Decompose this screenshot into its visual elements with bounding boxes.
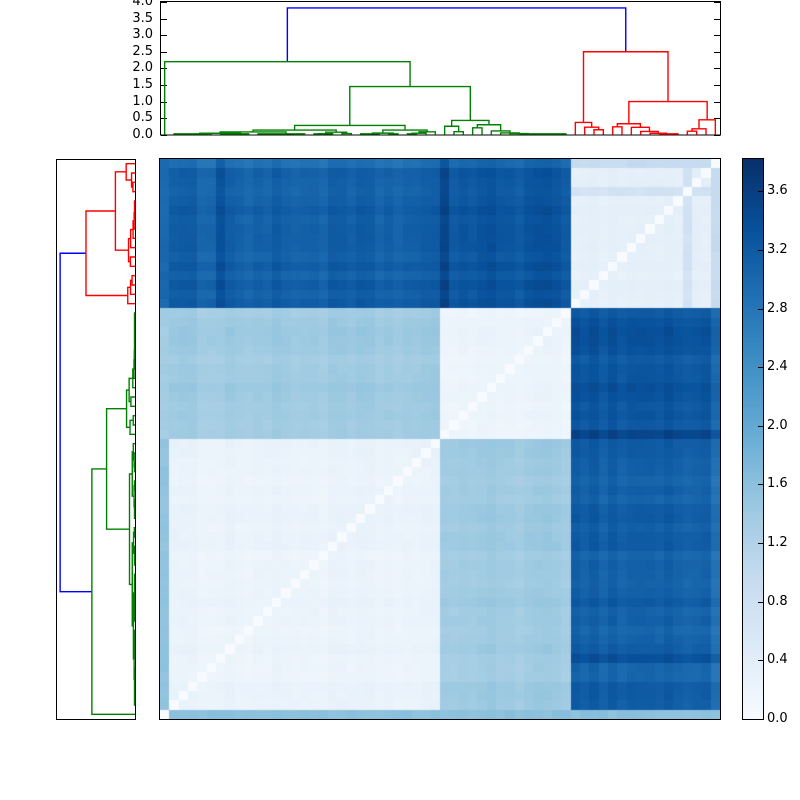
left-dendro-links	[91, 312, 136, 716]
colorbar-tick-label: 1.6	[767, 476, 788, 492]
colorbar-tick-label: 1.2	[767, 535, 788, 551]
value-axis-tick-label: 4.0	[132, 0, 153, 9]
top-dendrogram	[163, 7, 717, 135]
colorbar-tick-label: 2.8	[767, 300, 788, 316]
value-axis-tick-label: 3.0	[132, 27, 153, 43]
top-dendro-links	[163, 61, 567, 135]
top-dendro-links	[286, 7, 627, 62]
colorbar-tick-label: 3.2	[767, 241, 788, 257]
value-axis-tick-label: 3.5	[132, 10, 153, 26]
value-axis-tick-label: 0.0	[132, 126, 153, 142]
value-axis-tick-label: 0.5	[132, 110, 153, 126]
left-dendro-links	[59, 252, 92, 593]
colorbar-tick-label: 0.4	[767, 652, 788, 668]
colorbar-tick-label: 2.4	[767, 359, 788, 375]
colorbar-tick-label: 0.0	[767, 711, 788, 726]
left-dendrogram-frame	[56, 159, 136, 720]
top-dendrogram-frame	[160, 1, 721, 136]
value-axis-tick-label: 2.5	[132, 43, 153, 59]
top-dendro-links	[574, 51, 717, 135]
colorbar-tick-label: 2.0	[767, 417, 788, 433]
colorbar-canvas	[743, 159, 763, 719]
value-axis-tick-label: 2.0	[132, 60, 153, 76]
value-axis-tick-label: 1.5	[132, 76, 153, 92]
left-dendro-links	[85, 162, 136, 305]
colorbar-tick-label: 3.6	[767, 183, 788, 199]
value-axis-tick-label: 1.0	[132, 93, 153, 109]
colorbar-tick-label: 0.8	[767, 593, 788, 609]
heatmap-canvas	[160, 159, 720, 719]
left-dendrogram	[59, 162, 136, 716]
